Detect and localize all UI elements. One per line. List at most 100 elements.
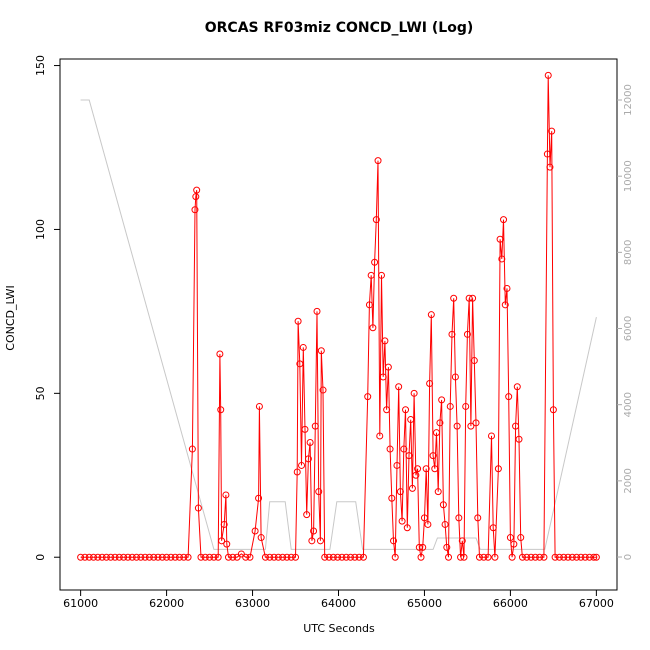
data-point	[443, 543, 451, 551]
data-point	[489, 524, 497, 532]
data-point	[390, 537, 398, 545]
data-point	[436, 419, 444, 427]
data-point	[371, 258, 379, 266]
data-point	[369, 324, 377, 332]
data-point	[391, 553, 399, 561]
data-point	[197, 553, 205, 561]
data-point	[90, 553, 98, 561]
data-point	[311, 422, 319, 430]
data-point	[415, 543, 423, 551]
data-point	[85, 553, 93, 561]
data-point	[313, 307, 321, 315]
data-point	[412, 471, 420, 479]
data-point	[424, 520, 432, 528]
x-tick-label: 63000	[235, 597, 270, 610]
data-point	[355, 553, 363, 561]
data-point	[261, 553, 269, 561]
chart-title: ORCAS RF03miz CONCD_LWI (Log)	[205, 20, 474, 36]
data-point	[453, 422, 461, 430]
data-point	[325, 553, 333, 561]
data-point	[513, 383, 521, 391]
data-point	[475, 553, 483, 561]
data-point	[304, 455, 312, 463]
data-point	[171, 553, 179, 561]
data-point	[422, 465, 430, 473]
data-point	[451, 373, 459, 381]
data-point	[141, 553, 149, 561]
data-point	[505, 393, 513, 401]
data-point	[315, 488, 323, 496]
data-point	[474, 514, 482, 522]
data-point	[107, 553, 115, 561]
data-point	[233, 553, 241, 561]
series-line	[80, 99, 597, 550]
data-point	[372, 216, 380, 224]
data-point	[167, 553, 175, 561]
data-point	[163, 553, 171, 561]
data-point	[217, 406, 225, 414]
data-point	[154, 553, 162, 561]
data-point	[414, 465, 422, 473]
data-point	[518, 553, 526, 561]
data-point	[77, 553, 85, 561]
data-point	[194, 504, 202, 512]
data-point	[455, 514, 463, 522]
data-point	[555, 553, 563, 561]
data-point	[111, 553, 119, 561]
data-point	[592, 553, 600, 561]
data-point	[434, 488, 442, 496]
data-point	[472, 419, 480, 427]
data-point	[531, 553, 539, 561]
data-point	[334, 553, 342, 561]
data-point	[255, 494, 263, 502]
data-point	[292, 553, 300, 561]
x-tick-label: 66000	[493, 597, 528, 610]
data-point	[316, 537, 324, 545]
data-point	[283, 553, 291, 561]
data-point	[419, 543, 427, 551]
data-point	[216, 350, 224, 358]
data-point	[403, 524, 411, 532]
data-point	[158, 553, 166, 561]
data-point	[527, 553, 535, 561]
data-point	[431, 465, 439, 473]
data-point	[469, 294, 477, 302]
x-tick-label: 65000	[407, 597, 442, 610]
data-point	[470, 357, 478, 365]
y-tick-label: 100	[34, 219, 47, 240]
data-point	[446, 402, 454, 410]
data-point	[201, 553, 209, 561]
data-point	[317, 347, 325, 355]
x-tick-label: 67000	[579, 597, 614, 610]
data-point	[450, 294, 458, 302]
series-line	[80, 75, 597, 558]
x-tick-label: 64000	[321, 597, 356, 610]
data-point	[192, 193, 200, 201]
data-point	[496, 235, 504, 243]
data-point	[386, 445, 394, 453]
data-point	[540, 553, 548, 561]
data-point	[191, 206, 199, 214]
data-point	[376, 432, 384, 440]
data-point	[193, 186, 201, 194]
y-tick-label: 0	[34, 554, 47, 561]
data-point	[237, 550, 245, 558]
data-point	[296, 360, 304, 368]
data-point	[246, 553, 254, 561]
data-point	[590, 553, 598, 561]
data-point	[365, 301, 373, 309]
data-point	[367, 271, 375, 279]
data-point	[512, 422, 520, 430]
data-point	[347, 553, 355, 561]
data-point	[310, 527, 318, 535]
data-point	[301, 425, 309, 433]
data-point	[420, 514, 428, 522]
data-point	[206, 553, 214, 561]
data-point	[338, 553, 346, 561]
data-point	[214, 553, 222, 561]
data-point	[536, 553, 544, 561]
data-point	[342, 553, 350, 561]
data-point	[517, 534, 525, 542]
data-point	[395, 383, 403, 391]
